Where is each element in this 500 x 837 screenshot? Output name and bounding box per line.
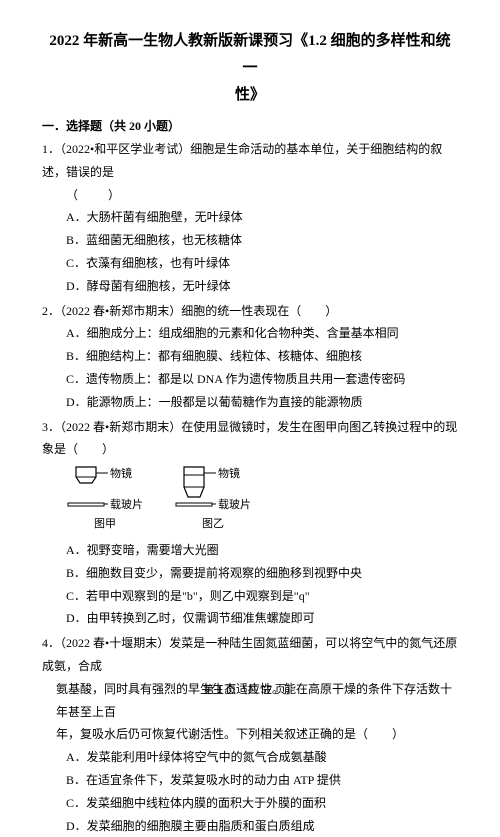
footer-prefix: 第 <box>203 684 217 696</box>
q1-option-a: A．大肠杆菌有细胞壁，无叶绿体 <box>42 206 458 229</box>
q2-option-b: B．细胞结构上：都有细胞膜、线粒体、核糖体、细胞核 <box>42 345 458 368</box>
section-header: 一．选择题（共 20 小题） <box>42 117 458 134</box>
q3-option-d: D．由甲转换到乙时，仅需调节细准焦螺旋即可 <box>42 607 458 630</box>
q4-option-a: A．发菜能利用叶绿体将空气中的氮气合成氨基酸 <box>42 746 458 769</box>
diagram-caption-1: 图甲 <box>94 514 116 535</box>
page-container: 2022 年新高一生物人教新版新课预习《1.2 细胞的多样性和统一 性》 一．选… <box>0 0 500 837</box>
q1-option-c: C．衣藻有细胞核，也有叶绿体 <box>42 252 458 275</box>
diagram-jia-svg: 物镜 载玻片 <box>66 465 144 513</box>
q3-diagram-row: 物镜 载玻片 图甲 物镜 载玻片 <box>42 465 458 535</box>
question-1: 1．（2022•和平区学业考试）细胞是生命活动的基本单位，关于细胞结构的叙述，错… <box>42 138 458 298</box>
label-objective-1: 物镜 <box>110 466 132 480</box>
diagram-caption-2: 图乙 <box>202 514 224 535</box>
title-line-2: 性》 <box>235 87 265 103</box>
diagram-jia: 物镜 载玻片 图甲 <box>66 465 144 535</box>
question-3: 3．（2022 春•新郑市期末）在使用显微镜时，发生在图甲向图乙转换过程中的现象… <box>42 416 458 631</box>
q1-option-b: B．蓝细菌无细胞核，也无核糖体 <box>42 229 458 252</box>
q3-stem: 3．（2022 春•新郑市期末）在使用显微镜时，发生在图甲向图乙转换过程中的现象… <box>42 416 458 462</box>
q2-stem: 2．（2022 春•新郑市期末）细胞的统一性表现在（ ） <box>42 300 458 323</box>
q1-paren: （ ） <box>42 184 458 207</box>
q4-option-b: B．在适宜条件下，发菜复吸水时的动力由 ATP 提供 <box>42 769 458 792</box>
label-slide-2: 载玻片 <box>218 498 251 511</box>
q2-option-a: A．细胞成分上：组成细胞的元素和化合物种类、含量基本相同 <box>42 322 458 345</box>
diagram-yi-svg: 物镜 载玻片 <box>174 465 252 513</box>
label-objective-2: 物镜 <box>218 466 240 480</box>
q3-option-c: C．若甲中观察到的是"b"，则乙中观察到是"q" <box>42 585 458 608</box>
q4-stem-1: 4．（2022 春•十堰期末）发菜是一种陆生固氮蓝细菌，可以将空气中的氮气还原成… <box>42 632 458 678</box>
title-line-1: 2022 年新高一生物人教新版新课预习《1.2 细胞的多样性和统一 <box>49 33 450 76</box>
q1-stem: 1．（2022•和平区学业考试）细胞是生命活动的基本单位，关于细胞结构的叙述，错… <box>42 138 458 184</box>
page-footer: 第 1 页（共 57 页） <box>0 681 500 697</box>
document-title: 2022 年新高一生物人教新版新课预习《1.2 细胞的多样性和统一 性》 <box>42 28 458 109</box>
question-4: 4．（2022 春•十堰期末）发菜是一种陆生固氮蓝细菌，可以将空气中的氮气还原成… <box>42 632 458 837</box>
q4-option-d: D．发菜细胞的细胞膜主要由脂质和蛋白质组成 <box>42 815 458 837</box>
footer-middle: 页（共 <box>223 684 262 696</box>
q1-option-d: D．酵母菌有细胞核，无叶绿体 <box>42 275 458 298</box>
footer-suffix: 页） <box>272 684 297 696</box>
label-slide-1: 载玻片 <box>110 498 143 511</box>
q4-option-c: C．发菜细胞中线粒体内膜的面积大于外膜的面积 <box>42 792 458 815</box>
footer-total: 57 <box>261 684 272 696</box>
q2-option-d: D．能源物质上：一般都是以葡萄糖作为直接的能源物质 <box>42 391 458 414</box>
q2-option-c: C．遗传物质上：都是以 DNA 作为遗传物质且共用一套遗传密码 <box>42 368 458 391</box>
diagram-yi: 物镜 载玻片 图乙 <box>174 465 252 535</box>
q3-option-b: B．细胞数目变少，需要提前将观察的细胞移到视野中央 <box>42 562 458 585</box>
q4-stem-3: 年，复吸水后仍可恢复代谢活性。下列相关叙述正确的是（ ） <box>42 723 458 746</box>
question-2: 2．（2022 春•新郑市期末）细胞的统一性表现在（ ） A．细胞成分上：组成细… <box>42 300 458 414</box>
q3-option-a: A．视野变暗，需要增大光圈 <box>42 539 458 562</box>
